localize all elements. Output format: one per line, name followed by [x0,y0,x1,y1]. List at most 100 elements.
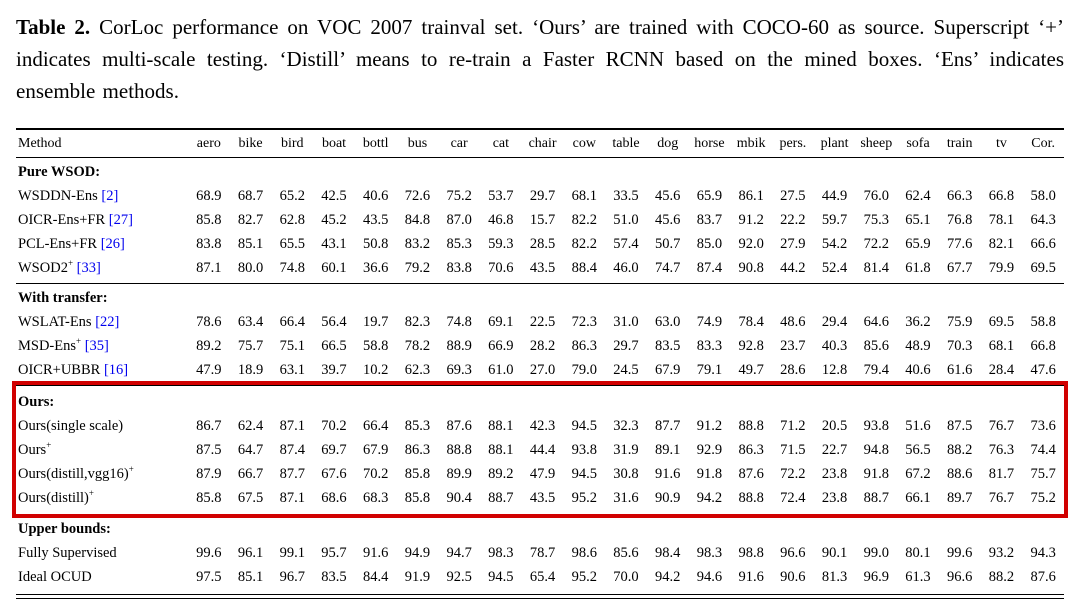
highlighted-section: Ours: Ours(single scale) 86.7 62.4 87.1 70.2 6… [12,380,1068,518]
score-cell: 86.3 [404,441,431,458]
table-row: Ours(single scale) 86.7 62.4 87.1 70.2 66.4 85… [16,414,1064,438]
score-cell: 79.0 [571,361,597,378]
score-cell: 75.3 [863,211,889,228]
score-cell: 83.5 [655,337,681,354]
score-cell: 92.8 [738,337,764,354]
score-cell: 96.6 [780,544,806,561]
score-cell: 83.8 [196,235,222,252]
score-cell: 91.6 [738,568,764,585]
score-cell: 66.7 [237,465,264,482]
score-cell: 28.6 [780,361,806,378]
score-cell: 80.1 [905,544,931,561]
citation-link[interactable]: [33] [76,259,101,276]
score-cell: 29.4 [821,313,848,330]
score-cell: 67.9 [363,441,389,458]
score-cell: 98.3 [488,544,514,561]
score-cell: 27.9 [780,235,806,252]
table-row: WSLAT-Ens [22] 78.6 63.4 66.4 56.4 19.7 82.3 74… [16,310,1064,334]
score-cell: 74.4 [1030,441,1056,458]
score-cell: 86.3 [738,441,764,458]
method-name: Ours+ [16,438,188,462]
score-cell: 65.4 [529,568,556,585]
score-cell: 50.7 [655,235,681,252]
table-section: Upper bounds: Fully Supervised 99.6 96.1 99.… [16,513,1064,592]
table-section: Pure WSOD: WSDDN-Ens [2] 68.9 68.7 65.2 42.5 4… [16,158,1064,283]
score-cell: 91.8 [696,465,723,482]
score-cell: 66.9 [488,337,514,354]
score-cell: 94.2 [696,489,723,506]
citation-link[interactable]: [22] [95,313,120,330]
citation-link[interactable]: [35] [84,337,109,354]
score-cell: 44.2 [780,259,806,276]
score-cell: 88.1 [488,441,514,458]
score-cell: 61.0 [488,361,514,378]
method-label: Ours(distill,vgg16) [18,465,129,482]
score-cell: 85.3 [404,417,431,434]
score-cell: 43.5 [529,489,556,506]
score-cell: 53.7 [488,187,514,204]
score-cell: 12.8 [821,361,848,378]
citation-link[interactable]: [2] [101,187,119,204]
score-cell: 87.6 [446,417,472,434]
column-header: boat [321,135,347,151]
multiscale-superscript: + [76,335,82,346]
score-cell: 75.2 [446,187,472,204]
score-cell: 66.4 [363,417,389,434]
score-cell: 42.5 [321,187,347,204]
score-cell: 70.2 [321,417,347,434]
score-cell: 44.4 [529,441,556,458]
score-cell: 27.0 [529,361,556,378]
score-cell: 79.1 [696,361,723,378]
score-cell: 69.5 [1030,259,1056,276]
score-cell: 99.1 [279,544,305,561]
score-cell: 45.2 [321,211,347,228]
score-cell: 91.6 [655,465,681,482]
score-cell: 40.3 [821,337,848,354]
score-cell: 52.4 [821,259,848,276]
bottom-rule [16,593,1064,599]
table-row: WSDDN-Ens [2] 68.9 68.7 65.2 42.5 40.6 72.6 75.… [16,184,1064,208]
score-cell: 94.5 [571,417,597,434]
score-cell: 44.9 [821,187,848,204]
score-cell: 94.5 [571,465,597,482]
score-cell: 99.0 [863,544,889,561]
column-header: plant [820,135,849,151]
score-cell: 96.1 [237,544,264,561]
score-cell: 65.5 [279,235,305,252]
caption-text: CorLoc performance on VOC 2007 trainval … [16,15,1064,103]
score-cell: 78.4 [738,313,764,330]
score-cell: 51.6 [905,417,931,434]
score-cell: 94.5 [488,568,514,585]
score-cell: 96.9 [863,568,889,585]
score-cell: 94.9 [404,544,431,561]
score-cell: 61.6 [947,361,973,378]
score-cell: 10.2 [363,361,389,378]
score-cell: 54.2 [821,235,848,252]
citation-link[interactable]: [26] [100,235,125,252]
citation-link[interactable]: [27] [108,211,133,228]
score-cell: 88.7 [488,489,514,506]
score-cell: 90.9 [655,489,681,506]
score-cell: 40.6 [905,361,931,378]
score-cell: 87.1 [279,489,305,506]
column-header: pers. [779,135,807,151]
score-cell: 15.7 [529,211,556,228]
table-section: With transfer: WSLAT-Ens [22] 78.6 63.4 66.4… [16,282,1064,385]
score-cell: 88.8 [738,417,764,434]
column-header: dog [657,135,679,151]
score-cell: 30.8 [613,465,639,482]
score-cell: 70.2 [363,465,389,482]
score-cell: 86.1 [738,187,764,204]
score-cell: 88.8 [738,489,764,506]
score-cell: 79.4 [863,361,889,378]
score-cell: 86.3 [571,337,597,354]
method-name: Ours(distill,vgg16)+ [16,462,188,486]
score-cell: 18.9 [237,361,264,378]
score-cell: 72.3 [571,313,597,330]
citation-link[interactable]: [16] [103,361,129,378]
table-row: Ours+ 87.5 64.7 87.4 69.7 67.9 86.3 88.8 88.1 44.… [16,438,1064,462]
score-cell: 68.1 [988,337,1015,354]
score-cell: 87.0 [446,211,472,228]
method-label: MSD-Ens [18,337,77,354]
method-name: Ideal OCUD [16,565,188,589]
